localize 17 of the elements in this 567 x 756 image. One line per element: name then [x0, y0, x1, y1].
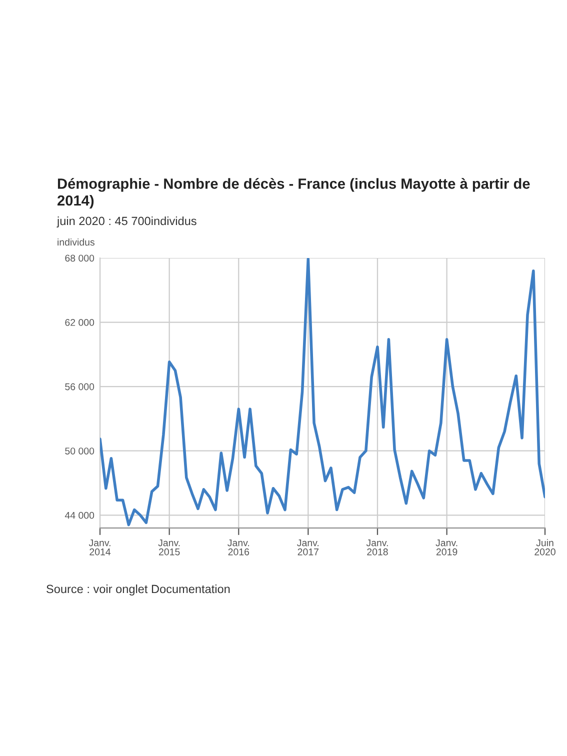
x-tick-label: Janv. 2015 [158, 539, 180, 556]
line-series [100, 258, 545, 526]
x-tick-label: Janv. 2019 [436, 539, 458, 556]
x-tick-label: Janv. 2016 [228, 539, 250, 556]
x-tick-label: Janv. 2018 [366, 539, 388, 556]
y-tick-label: 56 000 [65, 383, 94, 390]
y-tick-label: 44 000 [64, 512, 94, 519]
x-tick-label: Juin 2020 [534, 539, 556, 556]
y-tick-label: 62 000 [65, 319, 94, 326]
source-note: Source : voir onglet Documentation [46, 584, 230, 596]
chart-subtitle: juin 2020 : 45 700individus [56, 216, 196, 228]
y-axis-title: individus [58, 238, 94, 246]
y-tick-label: 50 000 [65, 448, 94, 454]
chart-title: Démographie - Nombre de décès - France (inclus Mayotte à partir de 2014) [58, 178, 530, 209]
y-tick-label: 68 000 [65, 254, 94, 262]
x-tick-label: Janv. 2017 [297, 539, 319, 556]
x-tick-label: Janv. 2014 [88, 539, 111, 556]
